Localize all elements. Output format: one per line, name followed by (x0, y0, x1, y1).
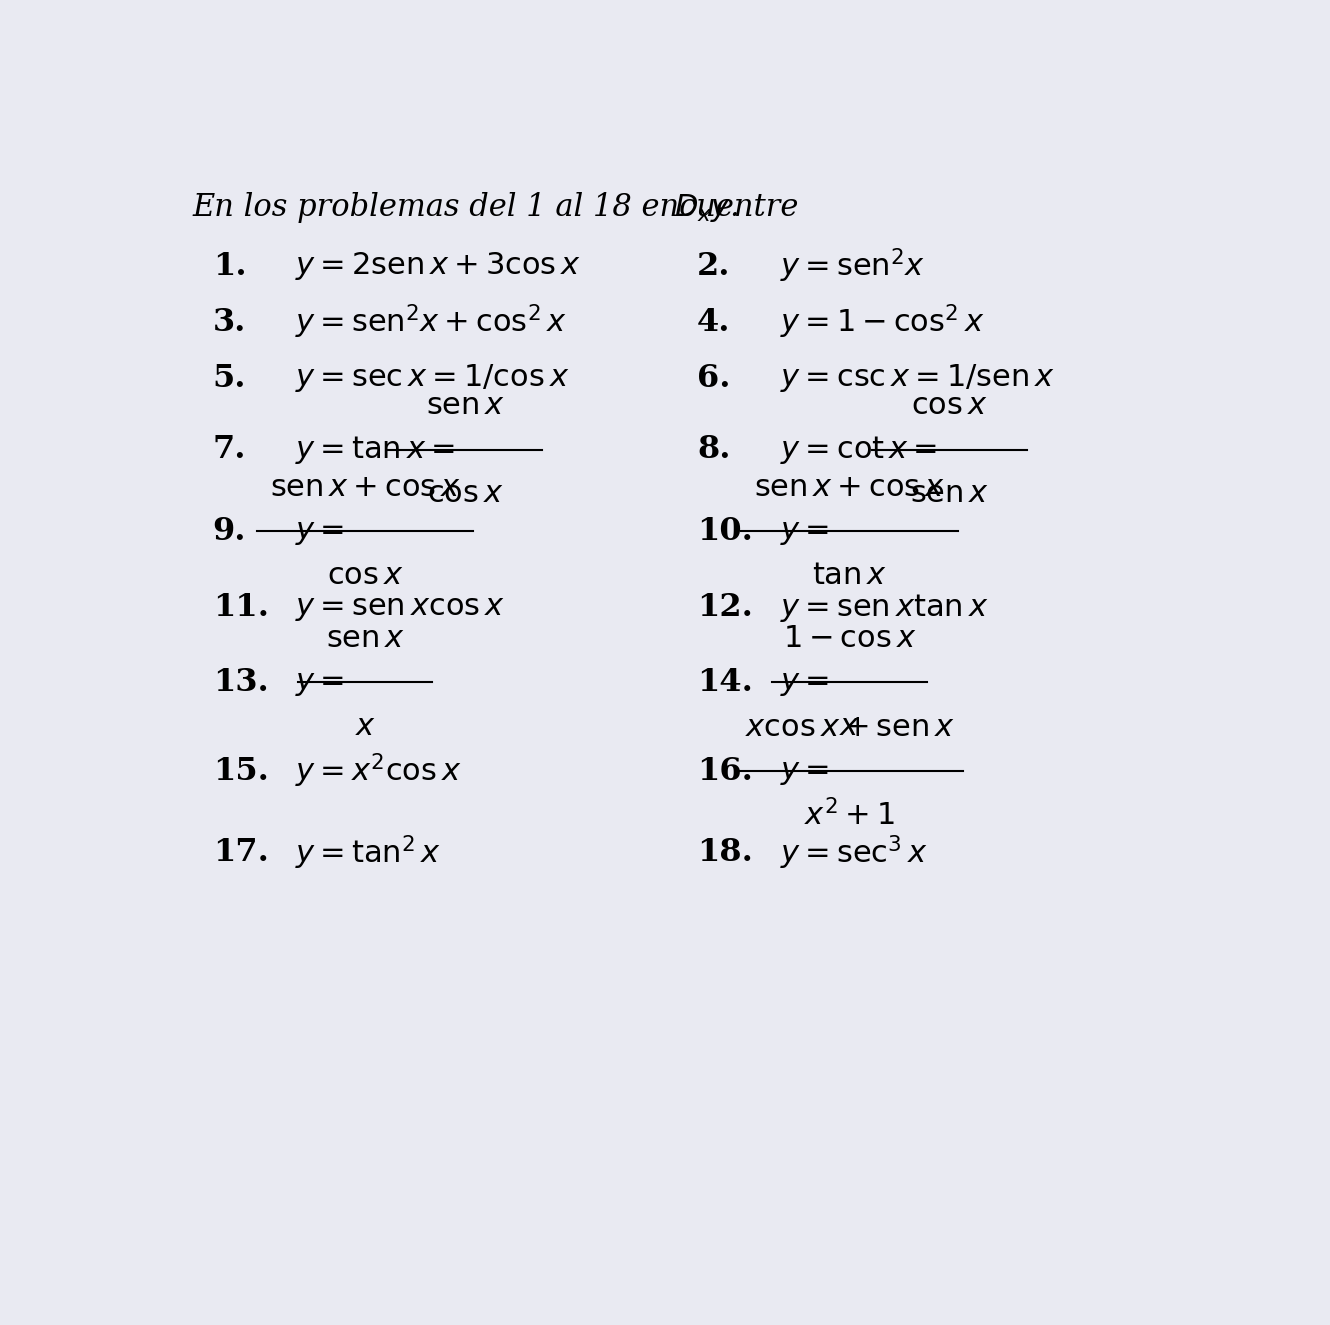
Text: $x \cos x + \mathrm{sen}\, x$: $x \cos x + \mathrm{sen}\, x$ (745, 712, 955, 742)
Text: $\mathrm{sen}\, x + \cos x$: $\mathrm{sen}\, x + \cos x$ (270, 472, 460, 502)
Text: $\cos x$: $\cos x$ (327, 560, 403, 591)
Text: 7.: 7. (213, 435, 246, 465)
Text: $\tan x$: $\tan x$ (813, 560, 887, 591)
Text: $y = 1 - \cos^2 x$: $y = 1 - \cos^2 x$ (779, 303, 984, 342)
Text: $y = $: $y = $ (779, 666, 829, 698)
Text: $x$: $x$ (355, 712, 376, 742)
Text: $\mathrm{sen}\, x$: $\mathrm{sen}\, x$ (910, 478, 990, 509)
Text: $y = \mathrm{sen}\, x \tan x$: $y = \mathrm{sen}\, x \tan x$ (779, 592, 988, 624)
Text: $y = $: $y = $ (779, 515, 829, 547)
Text: $y = \csc x = 1/\mathrm{sen}\, x$: $y = \csc x = 1/\mathrm{sen}\, x$ (779, 362, 1055, 395)
Text: 1.: 1. (213, 250, 246, 282)
Text: 11.: 11. (213, 592, 269, 623)
Text: En los problemas del 1 al 18 encuentre: En los problemas del 1 al 18 encuentre (192, 192, 809, 223)
Text: $y = \tan x = $: $y = \tan x = $ (295, 433, 455, 466)
Text: $y = \tan^2 x$: $y = \tan^2 x$ (295, 833, 442, 872)
Text: $y = $: $y = $ (295, 515, 344, 547)
Text: 10.: 10. (697, 515, 753, 547)
Text: 6.: 6. (697, 363, 730, 394)
Text: $\cos x$: $\cos x$ (427, 478, 504, 509)
Text: $y = \cot x = $: $y = \cot x = $ (779, 433, 936, 466)
Text: 3.: 3. (213, 307, 246, 338)
Text: 18.: 18. (697, 837, 753, 868)
Text: $\mathrm{sen}\, x$: $\mathrm{sen}\, x$ (426, 390, 505, 421)
Text: $\cos x$: $\cos x$ (911, 390, 988, 421)
Text: 15.: 15. (213, 755, 269, 787)
Text: $x$: $x$ (839, 712, 861, 742)
Text: $y = \sec^3 x$: $y = \sec^3 x$ (779, 833, 927, 872)
Text: 12.: 12. (697, 592, 753, 623)
Text: $\mathrm{sen}\, x + \cos x$: $\mathrm{sen}\, x + \cos x$ (754, 472, 946, 502)
Text: 14.: 14. (697, 666, 753, 698)
Text: $y = $: $y = $ (779, 755, 829, 787)
Text: 13.: 13. (213, 666, 269, 698)
Text: $y = 2 \mathrm{sen}\, x + 3 \cos x$: $y = 2 \mathrm{sen}\, x + 3 \cos x$ (295, 250, 581, 282)
Text: $x^2 + 1$: $x^2 + 1$ (805, 800, 895, 832)
Text: 8.: 8. (697, 435, 730, 465)
Text: 17.: 17. (213, 837, 269, 868)
Text: $1 - \cos x$: $1 - \cos x$ (783, 623, 916, 653)
Text: $y = \mathrm{sen}^2 x$: $y = \mathrm{sen}^2 x$ (779, 246, 924, 285)
Text: 5.: 5. (213, 363, 246, 394)
Text: $\mathrm{sen}\, x$: $\mathrm{sen}\, x$ (326, 623, 404, 653)
Text: $y = $: $y = $ (295, 666, 344, 698)
Text: 4.: 4. (697, 307, 730, 338)
Text: $y = x^2 \cos x$: $y = x^2 \cos x$ (295, 751, 462, 791)
Text: 9.: 9. (213, 515, 246, 547)
Text: $D_xy$.: $D_xy$. (674, 192, 738, 224)
Text: $y = \sec x = 1/\cos x$: $y = \sec x = 1/\cos x$ (295, 362, 569, 395)
Text: 2.: 2. (697, 250, 730, 282)
Text: $y = \mathrm{sen}^2 x + \cos^2 x$: $y = \mathrm{sen}^2 x + \cos^2 x$ (295, 303, 567, 342)
Text: $y = \mathrm{sen}\, x \cos x$: $y = \mathrm{sen}\, x \cos x$ (295, 592, 505, 623)
Text: 16.: 16. (697, 755, 753, 787)
